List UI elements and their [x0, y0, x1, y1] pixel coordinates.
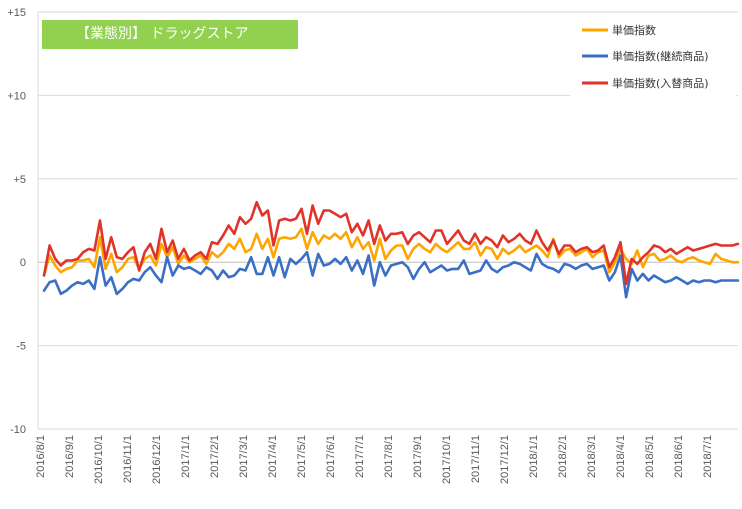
x-tick-label: 2016/9/1	[64, 435, 76, 478]
y-tick-label: -5	[16, 341, 26, 353]
y-tick-label: +5	[13, 174, 26, 186]
legend-label-1: 単価指数(継続商品)	[612, 49, 709, 63]
x-tick-label: 2017/3/1	[238, 435, 250, 478]
legend-label-0: 単価指数	[612, 23, 656, 37]
x-tick-label: 2018/4/1	[615, 435, 627, 478]
x-tick-label: 2017/11/1	[470, 435, 482, 483]
x-tick-label: 2018/7/1	[702, 435, 714, 478]
x-tick-label: 2016/12/1	[151, 435, 163, 484]
y-tick-label: +15	[7, 7, 26, 19]
x-tick-label: 2017/12/1	[499, 435, 511, 484]
x-tick-label: 2017/7/1	[354, 435, 366, 478]
x-tick-label: 2017/1/1	[180, 435, 192, 478]
x-tick-label: 2018/5/1	[644, 435, 656, 478]
x-tick-label: 2018/3/1	[586, 435, 598, 478]
series-lines	[42, 200, 740, 299]
y-tick-label: -10	[10, 424, 26, 436]
x-tick-label: 2017/2/1	[209, 435, 221, 478]
legend-label-2: 単価指数(入替商品)	[612, 76, 709, 90]
x-tick-label: 2018/6/1	[673, 435, 685, 478]
x-tick-label: 2017/8/1	[383, 435, 395, 478]
series-line-2	[42, 200, 740, 286]
x-tick-label: 2016/8/1	[35, 435, 47, 478]
x-tick-label: 2016/10/1	[93, 435, 105, 484]
y-axis-ticks: +15 +10 +5 0 -5 -10	[7, 7, 26, 436]
x-tick-label: 2017/5/1	[296, 435, 308, 478]
y-tick-label: 0	[20, 257, 26, 269]
chart-title: 【業態別】 ドラッグストア	[42, 20, 298, 49]
x-axis-ticks: 2016/8/1 2016/9/1 2016/10/1 2016/11/1 2016/1…	[35, 435, 714, 484]
x-tick-label: 2017/6/1	[325, 435, 337, 478]
x-tick-label: 2016/11/1	[122, 435, 134, 483]
x-tick-label: 2017/9/1	[412, 435, 424, 478]
x-tick-label: 2018/2/1	[557, 435, 569, 478]
x-tick-label: 2017/4/1	[267, 435, 279, 478]
x-tick-label: 2018/1/1	[528, 435, 540, 478]
x-tick-label: 2017/10/1	[441, 435, 453, 484]
series-line-1	[42, 250, 740, 299]
y-tick-label: +10	[7, 90, 26, 102]
